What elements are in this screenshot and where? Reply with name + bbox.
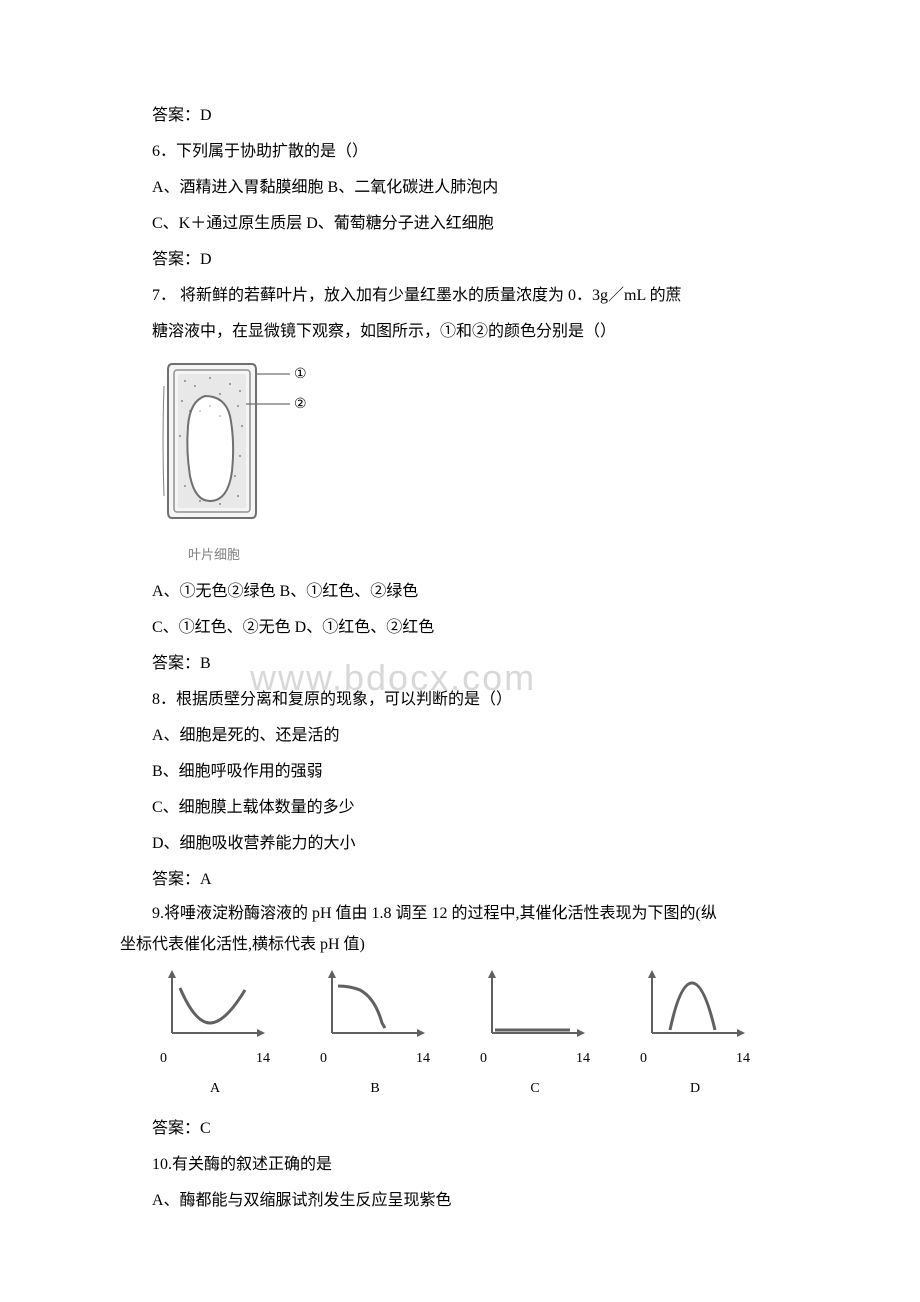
q9-graph-b-xmin: 0	[320, 1045, 327, 1073]
cell-label-2: ②	[294, 397, 307, 412]
q9-graph-a-xmax: 14	[256, 1045, 270, 1073]
q9-graphs-row: 0 14 A 0 14 B 0 14 C	[160, 968, 800, 1103]
q6-answer: 答案：D	[120, 244, 800, 276]
q9-graph-c-label: C	[530, 1075, 539, 1103]
q9-graph-b-label: B	[370, 1075, 379, 1103]
q9-graph-a-label: A	[210, 1075, 220, 1103]
q9-graph-a-xmin: 0	[160, 1045, 167, 1073]
q7-answer: 答案：B	[120, 648, 800, 680]
q9-graph-d-xmin: 0	[640, 1045, 647, 1073]
q7-stem-line1: 7． 将新鲜的若藓叶片，放入加有少量红墨水的质量浓度为 0．3g／mL 的蔗	[120, 280, 800, 312]
q8-answer: 答案：A	[120, 864, 800, 896]
q10-stem: 10.有关酶的叙述正确的是	[120, 1149, 800, 1181]
q8-option-b: B、细胞呼吸作用的强弱	[120, 756, 800, 788]
q8-option-c: C、细胞膜上载体数量的多少	[120, 792, 800, 824]
cell-diagram: ① ②	[160, 356, 800, 538]
q9-stem-line1: 9.将唾液淀粉酶溶液的 pH 值由 1.8 调至 12 的过程中,其催化活性表现…	[120, 900, 800, 927]
q9-graph-a: 0 14 A	[160, 968, 270, 1103]
q9-graph-c: 0 14 C	[480, 968, 590, 1103]
q9-graph-d-xmax: 14	[736, 1045, 750, 1073]
q9-graph-c-xmax: 14	[576, 1045, 590, 1073]
q5-answer: 答案：D	[120, 100, 800, 132]
q9-graph-b: 0 14 B	[320, 968, 430, 1103]
q9-graph-c-xmin: 0	[480, 1045, 487, 1073]
q10-option-a: A、酶都能与双缩脲试剂发生反应呈现紫色	[120, 1185, 800, 1217]
q8-option-a: A、细胞是死的、还是活的	[120, 720, 800, 752]
q6-stem: 6．下列属于协助扩散的是（）	[120, 136, 800, 168]
q9-graph-b-xmax: 14	[416, 1045, 430, 1073]
q9-graph-d: 0 14 D	[640, 968, 750, 1103]
q7-option-ab: A、①无色②绿色 B、①红色、②绿色	[120, 576, 800, 608]
q7-option-cd: C、①红色、②无色 D、①红色、②红色	[120, 612, 800, 644]
q6-option-ab: A、酒精进入胃黏膜细胞 B、二氧化碳进人肺泡内	[120, 172, 800, 204]
q8-stem: 8．根据质壁分离和复原的现象，可以判断的是（）	[120, 684, 800, 716]
q9-answer: 答案：C	[120, 1113, 800, 1145]
q6-option-cd: C、K＋通过原生质层 D、葡萄糖分子进入红细胞	[120, 208, 800, 240]
q8-option-d: D、细胞吸收营养能力的大小	[120, 828, 800, 860]
cell-diagram-caption: 叶片细胞	[188, 542, 800, 568]
cell-label-1: ①	[294, 367, 307, 382]
q7-stem-line2: 糖溶液中，在显微镜下观察，如图所示，①和②的颜色分别是（）	[120, 316, 800, 348]
q9-graph-d-label: D	[690, 1075, 700, 1103]
q9-stem-line2: 坐标代表催化活性,横标代表 pH 值)	[120, 931, 800, 958]
